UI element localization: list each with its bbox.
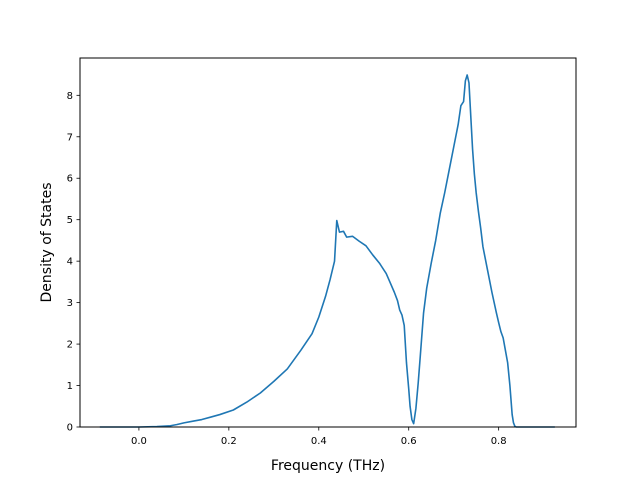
y-tick-label: 6 xyxy=(67,174,73,185)
y-tick-label: 4 xyxy=(67,257,73,268)
y-axis-ticks: 0 1 2 3 4 5 6 7 8 xyxy=(67,91,80,434)
plot-area xyxy=(80,58,576,427)
x-axis-label: Frequency (THz) xyxy=(271,458,385,474)
y-tick-label: 7 xyxy=(67,132,73,143)
x-axis-ticks: 0.0 0.2 0.4 0.6 0.8 xyxy=(131,427,507,447)
plot-frame xyxy=(79,57,577,428)
x-tick-label: 0.4 xyxy=(311,436,327,447)
y-tick-label: 0 xyxy=(67,423,73,434)
y-tick-label: 2 xyxy=(67,340,73,351)
y-axis-label: Density of States xyxy=(39,183,55,303)
series-layer xyxy=(99,74,555,428)
y-tick-label: 1 xyxy=(67,381,73,392)
y-tick-label: 3 xyxy=(67,298,73,309)
x-tick-label: 0.6 xyxy=(401,436,417,447)
x-tick-label: 0.8 xyxy=(491,436,507,447)
y-tick-label: 8 xyxy=(67,91,73,102)
x-tick-label: 0.0 xyxy=(131,436,147,447)
dos-series-line xyxy=(99,74,555,428)
x-tick-label: 0.2 xyxy=(221,436,237,447)
y-tick-label: 5 xyxy=(67,215,73,226)
